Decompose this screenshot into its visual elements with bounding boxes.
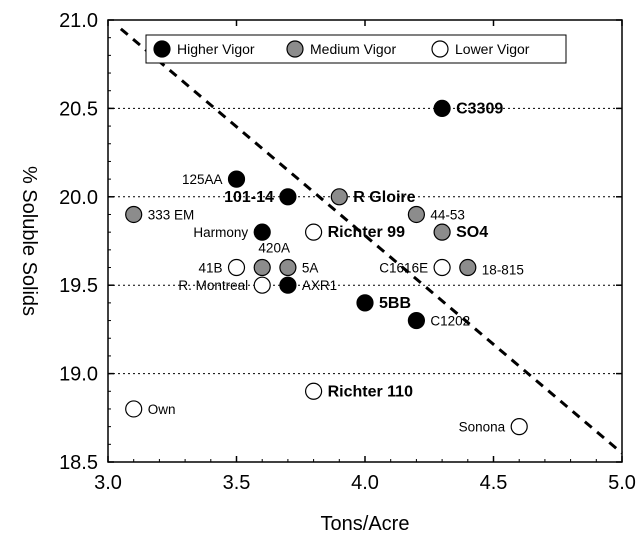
x-axis-title: Tons/Acre: [321, 513, 410, 535]
data-point: [253, 223, 271, 241]
data-point: [125, 400, 143, 418]
data-point: [330, 188, 348, 206]
trendline: [119, 27, 623, 455]
data-point: [459, 258, 477, 277]
point-label: Harmony: [193, 225, 248, 240]
point-label: SO4: [456, 224, 488, 241]
point-label: 5A: [302, 261, 319, 276]
legend-label: Medium Vigor: [310, 41, 396, 57]
data-point: [227, 258, 246, 277]
data-point: [407, 205, 425, 224]
legend-marker: [286, 40, 304, 58]
data-point: [279, 258, 297, 277]
data-point: [305, 382, 323, 400]
point-label: Richter 110: [328, 383, 413, 400]
x-tick-label: 5.0: [608, 472, 636, 494]
data-point: [279, 276, 297, 294]
point-label: 5BB: [379, 295, 411, 312]
legend-label: Lower Vigor: [455, 41, 530, 57]
point-label: C1616E: [379, 261, 428, 276]
data-point: [279, 188, 297, 206]
y-tick-label: 20.0: [59, 187, 98, 209]
point-label: C1202: [430, 314, 470, 329]
point-label: 41B: [198, 261, 222, 276]
legend-box: [145, 34, 567, 64]
point-label: R. Montreal: [178, 278, 248, 293]
point-label: Richter 99: [328, 224, 405, 241]
point-label: 125AA: [182, 172, 223, 187]
data-point: [305, 223, 323, 241]
trendline-layer: [119, 27, 623, 455]
data-point: [227, 170, 246, 188]
y-tick-label: 19.0: [59, 364, 98, 386]
data-point: [253, 258, 271, 277]
data-point: [433, 258, 451, 277]
grid-layer: [108, 107, 622, 375]
point-label: Sonona: [459, 420, 506, 435]
data-point: [125, 205, 143, 224]
data-point: [510, 418, 528, 436]
point-label: R Gloire: [353, 189, 415, 206]
legend-marker: [431, 40, 449, 58]
point-label: Own: [148, 402, 176, 417]
legend-marker: [153, 40, 171, 58]
y-tick-label: 19.5: [59, 275, 98, 297]
legend-label: Higher Vigor: [177, 41, 255, 57]
data-point: [407, 311, 425, 330]
x-tick-label: 4.5: [480, 472, 508, 494]
legend: Higher Vigor Medium Vigor Lower Vigor: [145, 34, 567, 64]
point-label: 44-53: [430, 207, 465, 222]
point-label: 101-14: [224, 189, 274, 206]
data-point: [433, 99, 451, 118]
y-tick-label: 20.5: [59, 98, 98, 120]
x-tick-label: 3.5: [223, 472, 251, 494]
point-label: 420A: [258, 241, 290, 256]
x-tick-label: 3.0: [94, 472, 122, 494]
data-point: [253, 276, 271, 294]
y-tick-label: 18.5: [59, 452, 98, 474]
point-layer: [125, 99, 528, 436]
point-label: 333 EM: [148, 207, 195, 222]
point-label: AXR1: [302, 278, 337, 293]
x-tick-label: 4.0: [351, 472, 379, 494]
point-label: C3309: [456, 100, 503, 117]
y-axis-title: % Soluble Solids: [18, 166, 40, 316]
axis-layer: 3.0 3.5 4.0 4.5 5.0 18.5 19.0 19.5 20.0 20.5 21.0 T…: [18, 10, 636, 535]
point-label: 18-815: [482, 263, 524, 278]
y-tick-label: 21.0: [59, 10, 98, 32]
data-point: [433, 223, 451, 241]
data-point: [356, 294, 374, 312]
